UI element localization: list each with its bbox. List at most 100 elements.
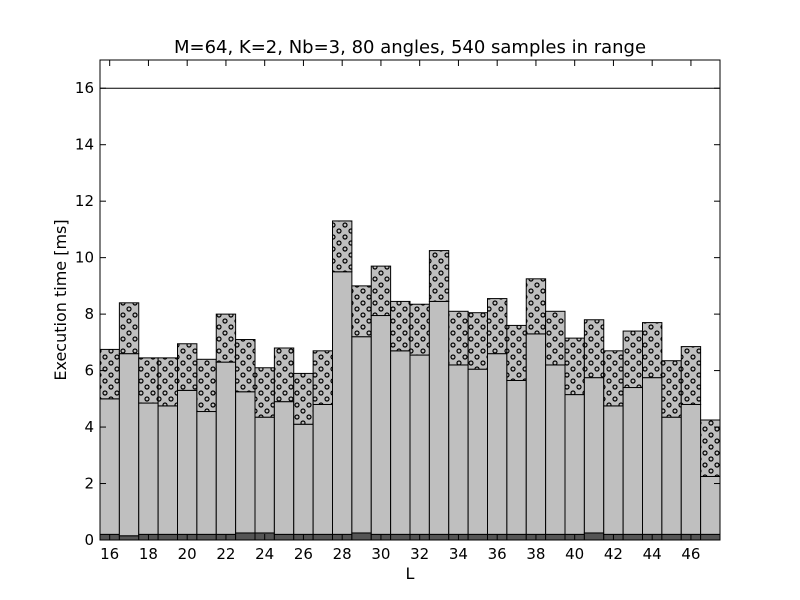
bar-segment-1-L33 [428, 533, 450, 541]
bar-segment-2-L38 [525, 333, 547, 535]
bar-segment-2-L18 [138, 402, 159, 535]
x-axis-label: L [406, 564, 415, 583]
bar-segment-2-L19 [157, 405, 178, 535]
bar-segment-3-L17 [118, 302, 140, 355]
x-tick-label: 24 [255, 545, 274, 563]
bar-segment-1-L45 [661, 533, 682, 541]
bar-segment-3-L26 [293, 372, 314, 425]
x-tick-label: 42 [604, 545, 623, 563]
x-tick-label: 30 [371, 545, 390, 563]
bar-segment-1-L21 [196, 533, 217, 541]
bar-segment-2-L34 [448, 364, 469, 535]
bar-segment-1-L31 [390, 533, 411, 541]
bar-segment-3-L31 [390, 300, 411, 352]
bar-segment-1-L17 [118, 535, 140, 541]
bar-segment-2-L29 [351, 336, 372, 534]
bar-segment-1-L39 [545, 533, 566, 541]
bar-segment-1-L41 [583, 532, 605, 541]
ticks-layer: 16 18 20 22 24 26 28 30 32 34 36 38 40 42 44 4602468101… [75, 60, 720, 563]
bar-segment-3-L21 [196, 358, 217, 413]
bar-segment-2-L22 [215, 361, 237, 535]
y-tick-label: 16 [75, 79, 94, 97]
bar-segment-3-L32 [409, 303, 430, 356]
bar-segment-2-L25 [273, 401, 295, 535]
bar-segment-2-L42 [603, 405, 624, 535]
bar-segment-3-L40 [564, 337, 585, 396]
bar-segment-2-L44 [642, 377, 663, 535]
bar-segment-2-L28 [332, 271, 353, 535]
x-tick-label: 46 [681, 545, 700, 563]
bar-segment-2-L39 [545, 364, 566, 535]
bar-segment-3-L24 [254, 367, 275, 418]
y-tick-label: 14 [75, 136, 94, 154]
bar-segment-2-L40 [564, 394, 585, 535]
bar-segment-3-L18 [138, 357, 159, 404]
x-tick-label: 32 [410, 545, 429, 563]
bar-segment-3-L39 [545, 310, 566, 366]
bar-segment-2-L46 [680, 403, 702, 535]
bar-segment-3-L33 [428, 250, 450, 302]
bar-segment-2-L30 [370, 315, 392, 535]
x-tick-label: 40 [565, 545, 584, 563]
x-tick-label: 22 [216, 545, 235, 563]
x-tick-label: 38 [526, 545, 545, 563]
bar-segment-3-L27 [312, 350, 333, 405]
x-tick-label: 36 [488, 545, 507, 563]
bar-segment-2-L16 [99, 398, 120, 535]
plot-frame [99, 59, 721, 541]
bar-segment-3-L28 [332, 220, 353, 273]
y-axis-label: Execution time [ms] [51, 219, 70, 380]
y-tick-label: 8 [84, 305, 94, 323]
y-tick-label: 0 [84, 531, 94, 549]
bar-segment-3-L44 [642, 322, 663, 379]
x-tick-label: 18 [139, 545, 158, 563]
x-tick-label: 16 [100, 545, 119, 563]
bar-segment-1-L35 [467, 533, 488, 541]
bar-segment-3-L22 [215, 313, 237, 363]
bar-segment-3-L35 [467, 312, 488, 370]
bar-segment-3-L46 [680, 346, 702, 405]
bar-segment-3-L25 [273, 347, 295, 403]
bar-segment-2-L32 [409, 354, 430, 535]
y-tick-label: 10 [75, 249, 94, 267]
bar-segment-2-L36 [487, 353, 508, 535]
bar-segment-1-L27 [312, 533, 333, 541]
bar-segment-3-L42 [603, 350, 624, 407]
bar-segment-2-L23 [235, 391, 256, 534]
bar-segment-2-L20 [177, 389, 198, 535]
bar-segment-3-L30 [370, 265, 392, 317]
bar-segment-3-L41 [583, 319, 605, 379]
bar-segment-3-L37 [506, 324, 527, 381]
bar-segment-3-L23 [235, 339, 256, 393]
x-tick-label: 44 [643, 545, 662, 563]
x-tick-label: 34 [449, 545, 468, 563]
x-tick-label: 20 [178, 545, 197, 563]
bar-segment-2-L43 [622, 387, 643, 535]
bar-segment-3-L19 [157, 357, 178, 407]
bar-segment-2-L37 [506, 379, 527, 535]
bar-segment-1-L47 [700, 533, 721, 541]
bar-segment-2-L31 [390, 350, 411, 535]
bar-segment-2-L27 [312, 403, 333, 535]
chart-title: M=64, K=2, Nb=3, 80 angles, 540 samples … [174, 37, 646, 58]
bar-segment-3-L45 [661, 360, 682, 418]
x-tick-label: 28 [333, 545, 352, 563]
bar-segment-3-L16 [99, 348, 120, 400]
bar-segment-3-L29 [351, 285, 372, 338]
bar-segment-3-L43 [622, 330, 643, 389]
bar-segment-1-L37 [506, 533, 527, 541]
bar-segment-1-L25 [273, 533, 295, 541]
bar-segment-2-L24 [254, 416, 275, 534]
y-tick-label: 2 [84, 475, 94, 493]
y-tick-label: 6 [84, 362, 94, 380]
bar-segment-3-L38 [525, 278, 547, 335]
bar-segment-3-L34 [448, 310, 469, 366]
bars-layer [99, 220, 721, 541]
bar-segment-2-L35 [467, 368, 488, 535]
bar-segment-2-L17 [118, 353, 140, 537]
bar-segment-3-L36 [487, 298, 508, 355]
bar-segment-1-L29 [351, 532, 372, 541]
bar-segment-1-L43 [622, 533, 643, 541]
bar-segment-2-L41 [583, 377, 605, 534]
bar-segment-3-L20 [177, 343, 198, 391]
